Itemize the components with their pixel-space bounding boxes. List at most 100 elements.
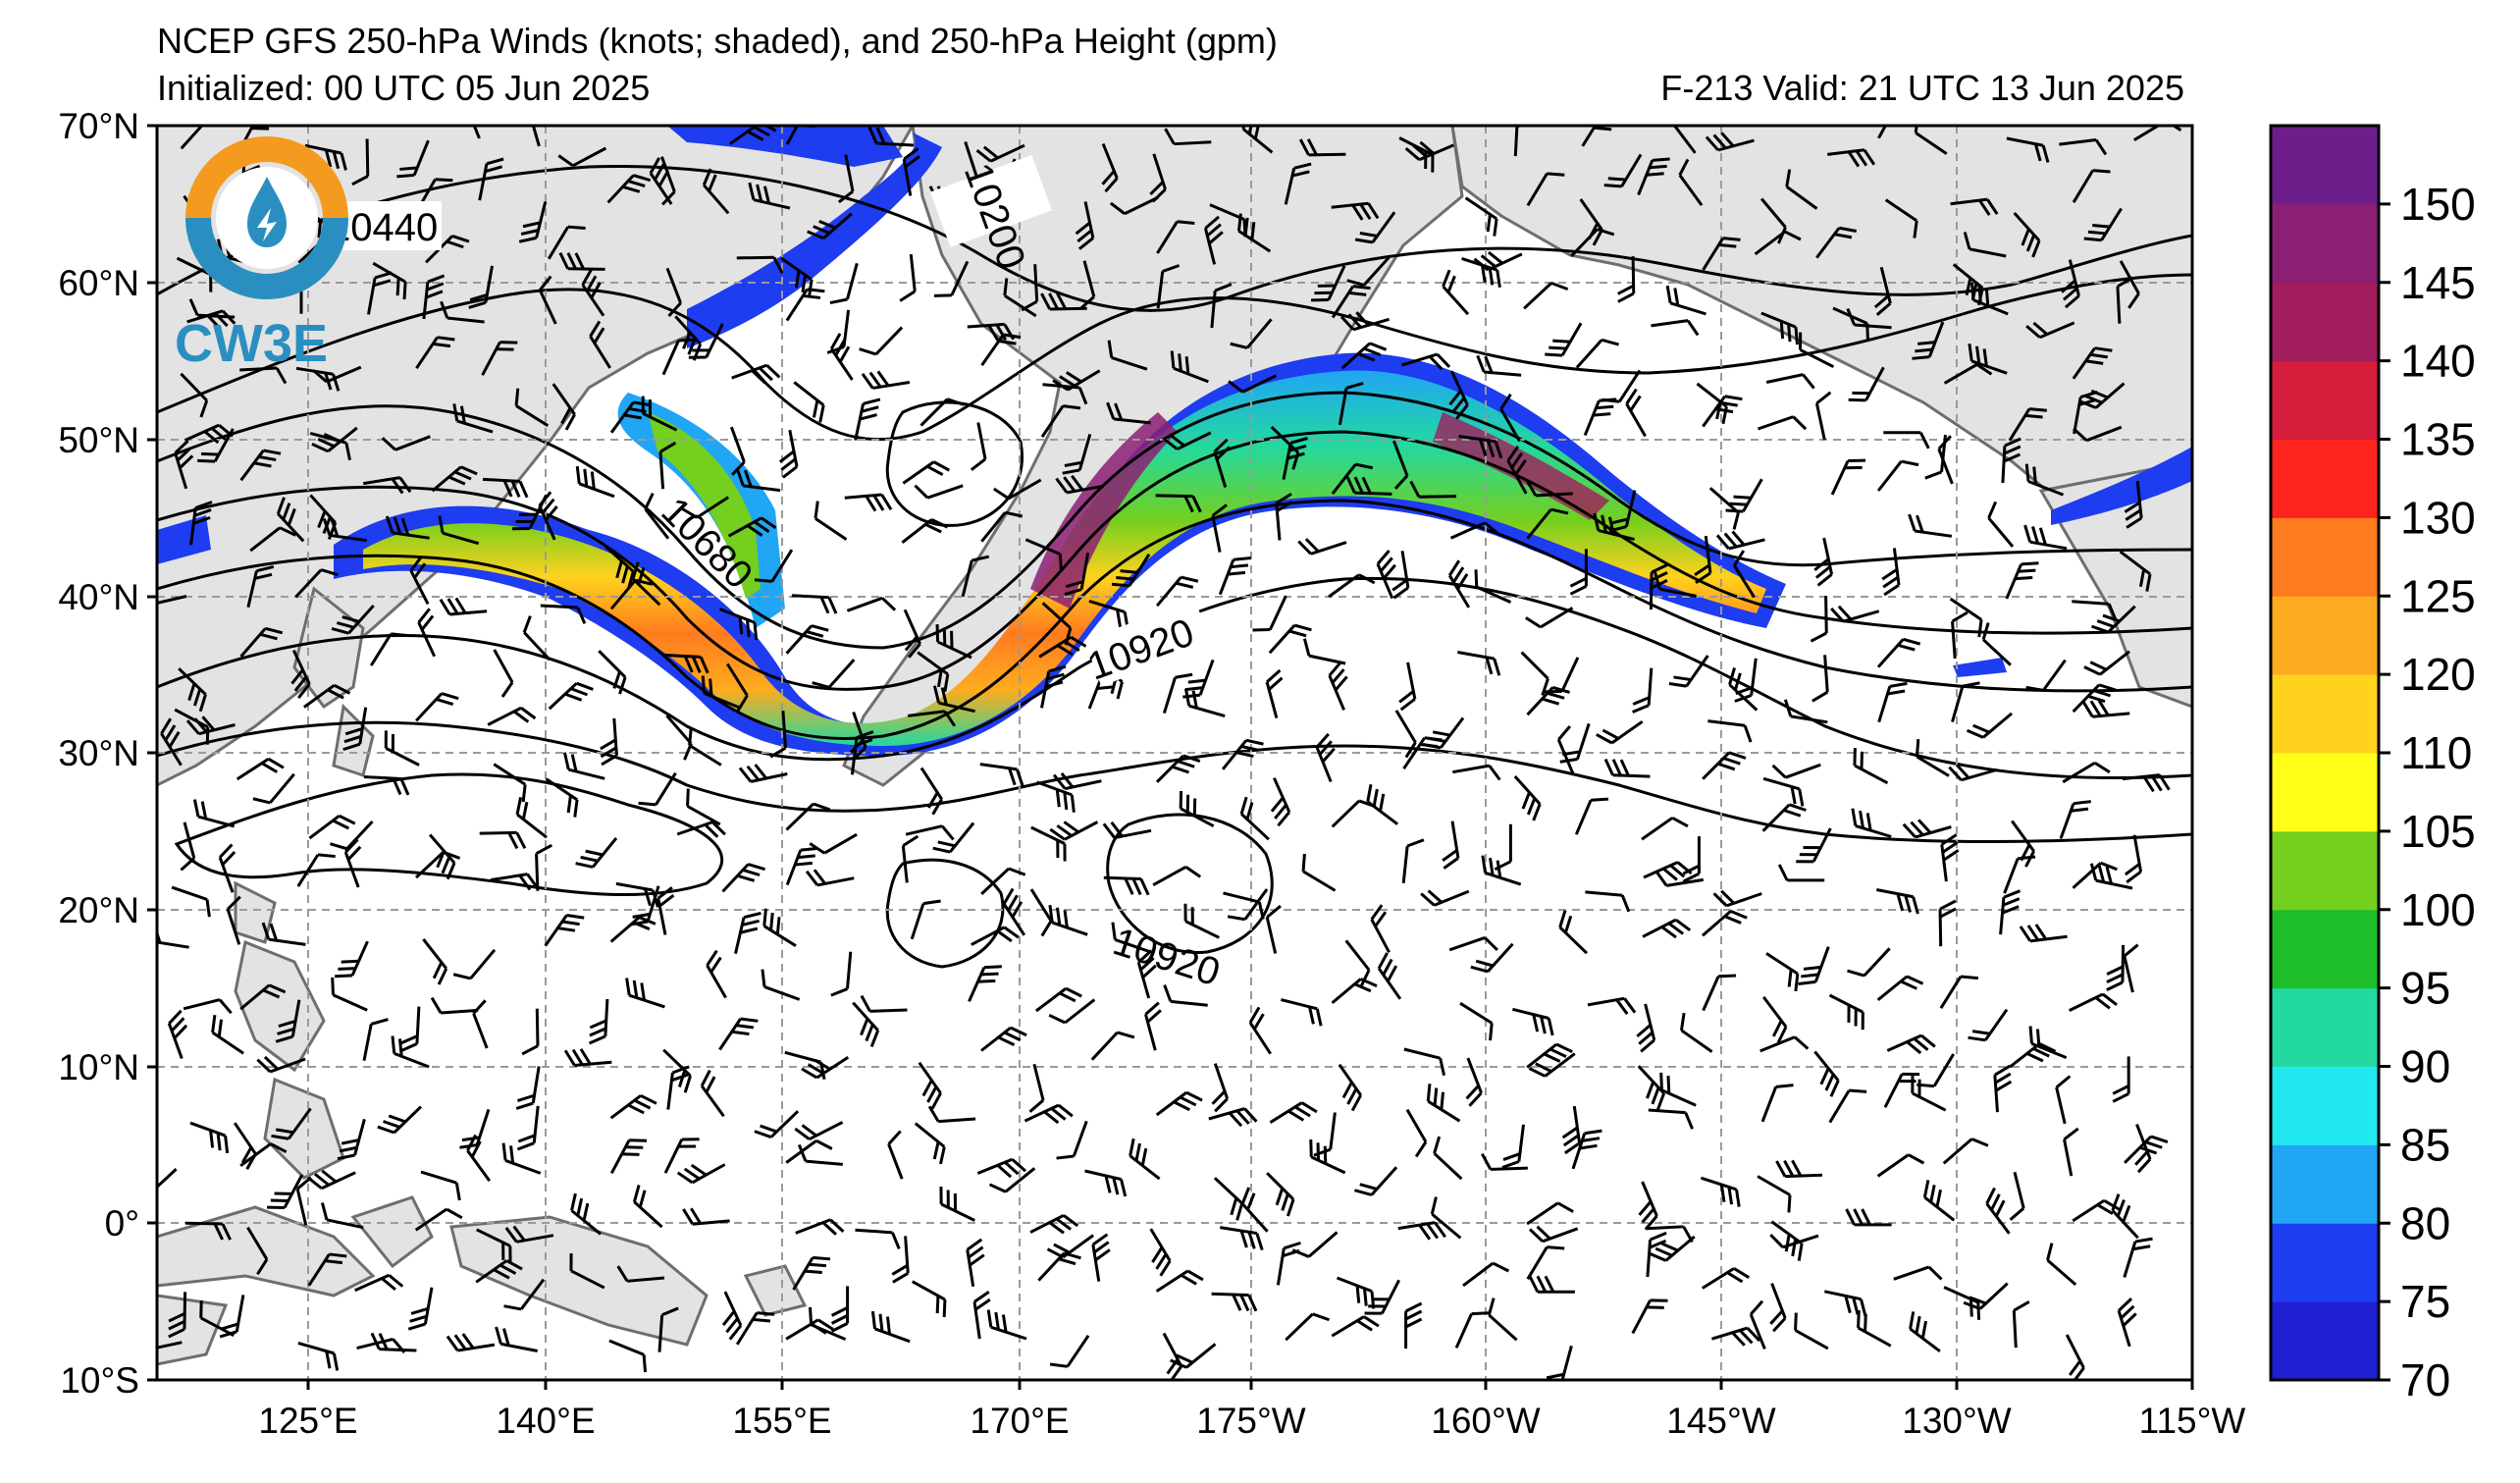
wind-barb-icon: [1211, 1063, 1230, 1113]
wind-barb-icon: [2012, 1300, 2030, 1349]
wind-barb-icon: [495, 1326, 538, 1352]
colorbar-swatch: [2271, 596, 2379, 675]
wind-barb-icon: [320, 1202, 364, 1230]
colorbar-swatch: [2271, 753, 2379, 832]
wind-barb-icon: [1285, 1312, 1331, 1342]
wind-barb-icon: [396, 139, 430, 179]
wind-barb-icon: [504, 1225, 554, 1244]
wind-barb-icon: [482, 477, 529, 499]
valid-time: F-213 Valid: 21 UTC 13 Jun 2025: [1660, 68, 2184, 108]
wind-barb-icon: [391, 1035, 430, 1069]
wind-barb-icon: [1876, 1153, 1925, 1178]
wind-barb-icon: [180, 372, 209, 418]
wind-barb-icon: [1877, 681, 1908, 723]
wind-barb-icon: [1501, 1124, 1525, 1169]
wind-barb-icon: [970, 422, 987, 471]
wind-barb-icon: [2072, 1198, 2121, 1223]
chart-title: NCEP GFS 250-hPa Winds (knots; shaded), …: [157, 21, 1278, 61]
wind-barb-icon: [1276, 1241, 1301, 1286]
wind-barb-icon: [1182, 659, 1215, 699]
wind-barb-icon: [249, 526, 296, 553]
wind-barb-icon: [515, 1066, 541, 1110]
wind-barb-icon: [1715, 530, 1765, 551]
wind-barb-icon: [1827, 148, 1876, 168]
wind-barb-icon: [979, 763, 1024, 787]
wind-barb-icon: [290, 649, 311, 699]
wind-barb-icon: [363, 775, 410, 796]
wind-barb-icon: [736, 255, 784, 274]
wind-barb-icon: [1107, 340, 1148, 371]
wind-barb-icon: [1851, 808, 1892, 838]
wind-barb-icon: [1034, 986, 1082, 1013]
wind-barb-icon: [2073, 391, 2098, 435]
wind-barb-icon: [1758, 415, 1808, 431]
wind-barb-icon: [908, 710, 957, 727]
wind-barb-icon: [2124, 480, 2143, 529]
wind-barb-icon: [1344, 939, 1371, 987]
wind-barb-icon: [1760, 1084, 1794, 1123]
wind-barb-icon: [1571, 1129, 1602, 1170]
colorbar-label: 125: [2400, 570, 2476, 621]
colorbar: 70 75 80 85 90 95 100 105 110 120 125 130 135 140 145 1…: [2269, 124, 2476, 1405]
wind-barb-icon: [1966, 712, 2014, 739]
wind-barb-icon: [171, 885, 211, 918]
wind-barb-icon: [1815, 226, 1858, 259]
wind-barb-icon: [490, 873, 540, 891]
wind-barb-icon: [661, 338, 697, 376]
wind-barb-icon: [2119, 260, 2140, 309]
wind-barb-icon: [1049, 821, 1099, 841]
wind-barb-icon: [1301, 853, 1337, 892]
jet-stream-shading: [157, 126, 2192, 756]
wind-barb-icon: [2122, 773, 2171, 793]
wind-barb-icon: [932, 685, 975, 714]
wind-barb-icon: [686, 788, 721, 826]
wind-barb-icon: [1328, 573, 1376, 599]
wind-barb-icon: [1354, 1166, 1398, 1196]
wind-barb-icon: [236, 757, 285, 781]
wind-barb-icon: [1694, 535, 1712, 584]
wind-barb-icon: [1029, 888, 1053, 937]
wind-barbs: [157, 126, 2182, 1380]
colorbar-swatch: [2271, 1066, 2379, 1145]
wind-barb-icon: [1236, 213, 1272, 253]
wind-barb-icon: [1331, 978, 1378, 1005]
wind-barb-icon: [1682, 836, 1701, 883]
wind-barb-icon: [701, 675, 740, 709]
wind-barb-icon: [658, 441, 677, 490]
wind-barb-icon: [1275, 493, 1293, 541]
wind-barb-icon: [1884, 198, 1918, 238]
wind-barb-icon: [1459, 1001, 1494, 1041]
wind-barb-icon: [721, 1291, 743, 1341]
wind-barb-icon: [1111, 553, 1151, 588]
wind-barb-icon: [239, 626, 284, 658]
lat-label: 40°N: [58, 577, 139, 617]
wind-barb-icon: [1447, 559, 1471, 609]
wind-barb-icon: [1725, 478, 1763, 513]
wind-barb-icon: [1881, 548, 1901, 597]
wind-barb-icon: [901, 518, 949, 544]
wind-barb-icon: [563, 1048, 612, 1068]
wind-barb-icon: [1448, 370, 1469, 420]
wind-barb-icon: [785, 846, 818, 886]
wind-barb-icon: [189, 1121, 230, 1154]
wind-barb-icon: [1828, 993, 1864, 1031]
wind-barb-icon: [1937, 435, 1954, 485]
wind-barb-icon: [1702, 1267, 1751, 1290]
wind-barb-icon: [1570, 228, 1615, 257]
wind-barb-icon: [721, 863, 765, 893]
wind-barb-icon: [1981, 622, 2012, 666]
wind-barb-icon: [2124, 1135, 2169, 1164]
wind-barb-icon: [1587, 996, 1637, 1015]
wind-barb-icon: [1649, 1235, 1696, 1262]
wind-barb-icon: [657, 1306, 679, 1352]
wind-barb-icon: [1064, 552, 1090, 597]
colorbar-swatch: [2271, 439, 2379, 518]
wind-barb-icon: [1328, 661, 1348, 711]
wind-barb-icon: [337, 1118, 366, 1161]
wind-barb-icon: [493, 649, 514, 698]
wind-barb-icon: [246, 1226, 269, 1276]
wind-barb-icon: [1708, 487, 1740, 530]
wind-barb-icon: [735, 1311, 775, 1346]
wind-barb-icon: [1102, 821, 1152, 840]
lat-label: 10°N: [58, 1047, 139, 1087]
